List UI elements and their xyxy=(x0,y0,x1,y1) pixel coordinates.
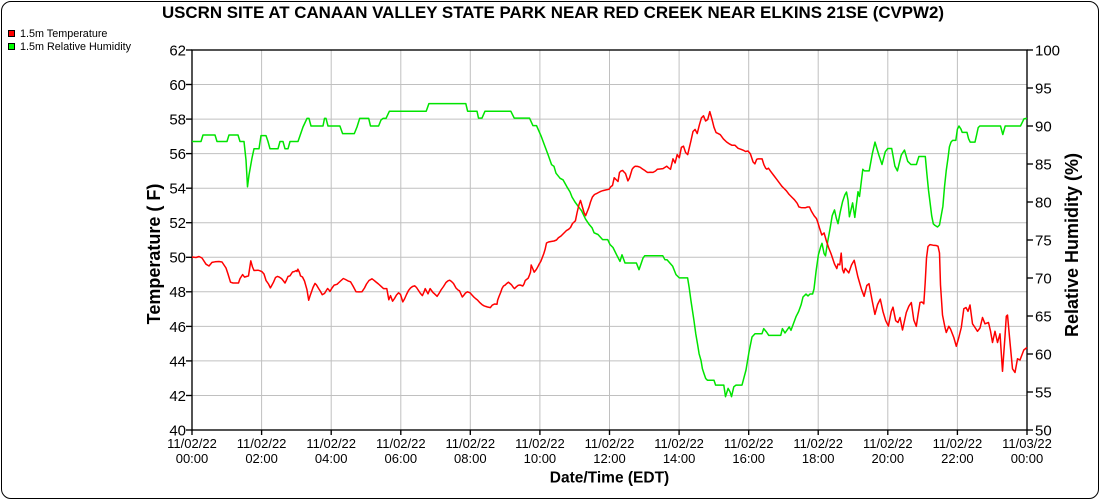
svg-text:02:00: 02:00 xyxy=(245,451,278,466)
svg-text:11/02/22: 11/02/22 xyxy=(793,436,843,451)
svg-text:11/02/22: 11/02/22 xyxy=(724,436,774,451)
svg-text:60: 60 xyxy=(1035,346,1052,363)
svg-text:11/02/22: 11/02/22 xyxy=(863,436,913,451)
svg-text:55: 55 xyxy=(1035,384,1052,401)
svg-text:08:00: 08:00 xyxy=(454,451,487,466)
svg-text:48: 48 xyxy=(169,284,186,301)
svg-text:12:00: 12:00 xyxy=(593,451,626,466)
svg-text:00:00: 00:00 xyxy=(176,451,209,466)
svg-text:65: 65 xyxy=(1035,308,1052,325)
svg-text:100: 100 xyxy=(1035,42,1060,59)
svg-text:22:00: 22:00 xyxy=(941,451,974,466)
svg-text:80: 80 xyxy=(1035,194,1052,211)
svg-text:85: 85 xyxy=(1035,156,1052,173)
svg-text:50: 50 xyxy=(169,250,186,267)
svg-text:44: 44 xyxy=(169,353,186,370)
svg-text:14:00: 14:00 xyxy=(663,451,696,466)
svg-text:18:00: 18:00 xyxy=(802,451,835,466)
svg-text:20:00: 20:00 xyxy=(872,451,905,466)
svg-text:11/02/22: 11/02/22 xyxy=(167,436,217,451)
svg-text:16:00: 16:00 xyxy=(732,451,765,466)
svg-text:11/02/22: 11/02/22 xyxy=(306,436,356,451)
svg-text:60: 60 xyxy=(169,77,186,94)
svg-text:11/02/22: 11/02/22 xyxy=(376,436,426,451)
svg-text:50: 50 xyxy=(1035,422,1052,439)
svg-text:11/03/22: 11/03/22 xyxy=(1002,436,1052,451)
svg-text:11/02/22: 11/02/22 xyxy=(585,436,635,451)
svg-text:11/02/22: 11/02/22 xyxy=(445,436,495,451)
svg-text:58: 58 xyxy=(169,112,186,129)
svg-text:70: 70 xyxy=(1035,270,1052,287)
svg-text:11/02/22: 11/02/22 xyxy=(654,436,704,451)
svg-text:06:00: 06:00 xyxy=(385,451,418,466)
svg-text:Date/Time (EDT): Date/Time (EDT) xyxy=(550,470,669,487)
svg-text:56: 56 xyxy=(169,146,186,163)
svg-text:10:00: 10:00 xyxy=(524,451,557,466)
svg-text:04:00: 04:00 xyxy=(315,451,348,466)
svg-text:Relative Humidity (%): Relative Humidity (%) xyxy=(1062,153,1082,337)
svg-text:46: 46 xyxy=(169,319,186,336)
svg-text:75: 75 xyxy=(1035,232,1052,249)
svg-text:90: 90 xyxy=(1035,118,1052,135)
svg-text:62: 62 xyxy=(169,42,186,59)
svg-text:52: 52 xyxy=(169,215,186,232)
svg-text:11/02/22: 11/02/22 xyxy=(237,436,287,451)
svg-text:11/02/22: 11/02/22 xyxy=(933,436,983,451)
svg-text:54: 54 xyxy=(169,181,186,198)
svg-text:00:00: 00:00 xyxy=(1011,451,1044,466)
svg-text:Temperature ( F): Temperature ( F) xyxy=(144,184,164,325)
svg-text:11/02/22: 11/02/22 xyxy=(515,436,565,451)
svg-text:95: 95 xyxy=(1035,80,1052,97)
svg-text:42: 42 xyxy=(169,388,186,405)
svg-text:40: 40 xyxy=(169,422,186,439)
